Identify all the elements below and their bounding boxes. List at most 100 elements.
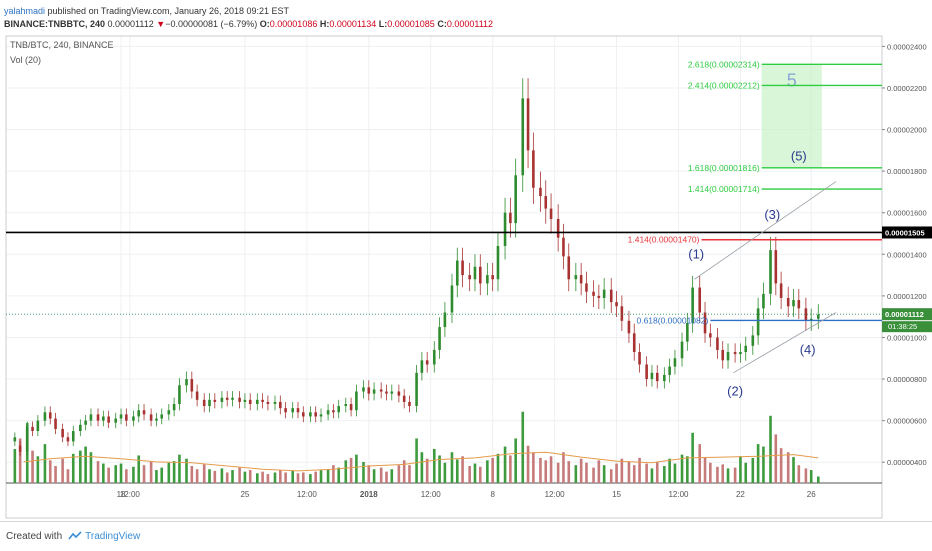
- volume-bar: [202, 464, 206, 483]
- volume-bar: [592, 467, 595, 483]
- volume-bar: [149, 461, 153, 483]
- candle-body: [367, 387, 371, 394]
- candle: [585, 271, 588, 304]
- volume-bar: [415, 438, 418, 483]
- volume-bar: [650, 468, 654, 483]
- candle-body: [379, 389, 383, 392]
- volume-bar: [309, 474, 312, 483]
- open-label: O:: [259, 19, 270, 29]
- candle-body: [503, 212, 507, 246]
- tradingview-brand[interactable]: TradingView: [85, 531, 141, 542]
- candle: [592, 280, 595, 308]
- volume-bar: [125, 469, 128, 483]
- candle: [43, 406, 47, 427]
- current-price-label: 0.00001112: [885, 310, 924, 319]
- candle-body: [273, 401, 277, 404]
- candle: [509, 197, 512, 238]
- time-tick-label: 8: [490, 490, 495, 499]
- candle-body: [255, 399, 259, 404]
- volume-bar: [509, 455, 512, 483]
- wave-label: (4): [800, 342, 816, 357]
- candle-body: [243, 399, 247, 402]
- candle-body: [786, 297, 790, 307]
- candle-body: [349, 403, 353, 411]
- fib-label: 1.414(0.00001470): [628, 235, 700, 245]
- fib-levels: 2.618(0.00002314) 2.414(0.00002212) 1.618(…: [628, 59, 882, 325]
- candle: [549, 193, 553, 234]
- volume-bar: [602, 465, 606, 483]
- volume-bar: [155, 470, 158, 483]
- fib-label: 0.618(0.00001082): [636, 315, 708, 325]
- candle: [739, 343, 742, 363]
- price-tick-label: 0.00001000: [887, 333, 927, 342]
- volume-bar: [673, 463, 677, 483]
- candle-body: [291, 408, 294, 413]
- candle: [686, 312, 689, 351]
- candle: [645, 356, 648, 387]
- price-tick-label: 0.00001400: [887, 250, 927, 259]
- candle-body: [155, 418, 158, 421]
- candle-body: [716, 337, 719, 350]
- candle-body: [208, 399, 211, 407]
- volume-bar: [84, 446, 87, 483]
- volume-bar: [486, 460, 489, 483]
- candle-body: [680, 341, 684, 359]
- candle-body: [425, 360, 429, 365]
- volume-bar: [397, 465, 401, 483]
- volume-bar: [539, 457, 542, 483]
- volume-bar: [574, 465, 578, 483]
- candle-body: [13, 437, 17, 442]
- price-tick-label: 0.00001600: [887, 209, 927, 218]
- time-tick-label: 12:00: [120, 490, 141, 499]
- candle-body: [663, 374, 666, 382]
- volume-bar: [79, 450, 82, 483]
- candle-body: [461, 260, 464, 276]
- volume-bar: [119, 463, 123, 483]
- volume-bar: [744, 462, 748, 483]
- candle-body: [309, 412, 312, 417]
- volume-bar: [362, 461, 365, 483]
- volume-bar: [804, 468, 808, 483]
- time-tick-label: 12:00: [297, 490, 318, 499]
- time-tick-label: 12:00: [421, 490, 442, 499]
- candle-body: [314, 412, 317, 417]
- candle-body: [248, 399, 252, 404]
- candle: [579, 262, 583, 296]
- candle-body: [478, 266, 482, 284]
- candle: [756, 297, 760, 345]
- time-tick-label: 2018: [360, 490, 378, 499]
- candle: [698, 275, 702, 323]
- candle: [455, 247, 459, 298]
- author-link[interactable]: yalahmadi: [4, 6, 46, 16]
- high-value: 0.00001134: [329, 19, 377, 29]
- volume-bar: [809, 470, 813, 483]
- candle: [574, 262, 578, 292]
- candle-body: [355, 391, 358, 411]
- created-with-label: Created with: [6, 531, 63, 542]
- candle: [461, 247, 464, 288]
- candle-body: [574, 275, 578, 280]
- candle-body: [18, 445, 22, 452]
- volume-bar: [248, 470, 252, 483]
- candle: [680, 332, 684, 367]
- target-zone: [761, 64, 822, 168]
- candle: [650, 365, 654, 387]
- candle: [261, 393, 264, 409]
- candle: [597, 284, 601, 310]
- price-chart[interactable]: 5 2.618(0.00002314) 2.414(0.00002212) 1.618…: [0, 34, 932, 521]
- candle: [556, 204, 560, 252]
- candle-body: [261, 399, 264, 402]
- volume-bar: [238, 467, 241, 483]
- volume-bar: [114, 465, 118, 483]
- candle: [96, 408, 100, 427]
- volume-bar: [107, 467, 110, 483]
- volume-bar: [792, 457, 795, 483]
- candle: [425, 352, 429, 373]
- volume-bar: [43, 444, 47, 483]
- volume-bar: [627, 461, 631, 483]
- volume-bar: [698, 444, 702, 483]
- volume-bar: [468, 465, 471, 483]
- candle: [266, 395, 270, 411]
- volume-bar: [532, 452, 535, 483]
- candle-body: [279, 401, 282, 409]
